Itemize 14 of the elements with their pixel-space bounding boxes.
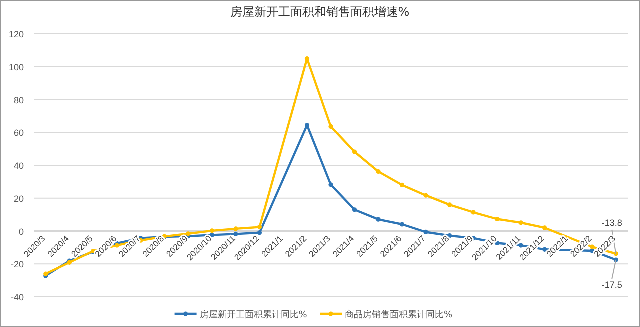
y-tick-label: -40 <box>10 292 24 302</box>
data-label: -17.5 <box>602 280 622 290</box>
y-tick-label: 60 <box>14 128 24 138</box>
y-tick-label: 120 <box>8 30 24 40</box>
chart-title: 房屋新开工面积和销售面积增速% <box>230 5 410 19</box>
legend-label: 房屋新开工面积累计同比% <box>200 310 308 320</box>
y-tick-label: -20 <box>10 260 24 270</box>
data-label: -13.8 <box>602 218 622 228</box>
y-tick-label: 40 <box>14 161 24 171</box>
y-tick-label: 80 <box>14 95 24 106</box>
y-tick-label: 20 <box>14 194 24 204</box>
y-tick-label: 100 <box>8 62 24 72</box>
y-tick-label: 0 <box>18 226 24 237</box>
legend-label: 商品房销售面积累计同比% <box>345 310 453 320</box>
